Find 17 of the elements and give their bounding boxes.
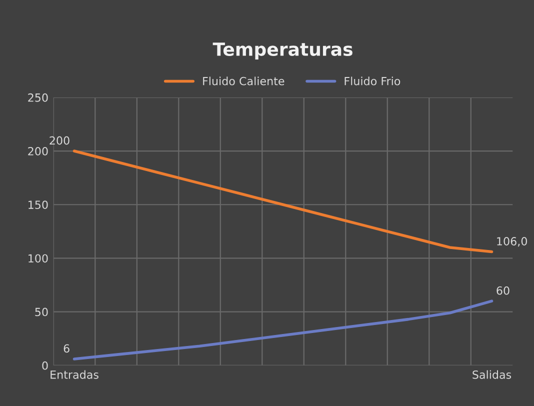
data-label: 6 <box>64 344 70 353</box>
legend-label: Fluido Caliente <box>203 76 284 86</box>
y-tick-label: 250 <box>28 93 48 102</box>
y-tick-label: 50 <box>35 308 48 316</box>
data-label: 60 <box>496 286 510 295</box>
line-series <box>72 150 494 254</box>
y-tick-label: 200 <box>28 147 48 156</box>
y-tick-label: 100 <box>28 254 48 263</box>
x-tick-label: Salidas <box>472 370 512 379</box>
y-tick-label: 150 <box>28 200 48 210</box>
y-tick-label: 0 <box>42 361 48 370</box>
data-label: 200 <box>50 136 70 145</box>
chart-title: Temperaturas <box>212 42 352 60</box>
legend-label: Fluido Frio <box>344 76 400 86</box>
line-series <box>72 300 494 360</box>
x-tick-label: Entradas <box>50 370 98 379</box>
data-label: 106,0 <box>497 237 528 247</box>
